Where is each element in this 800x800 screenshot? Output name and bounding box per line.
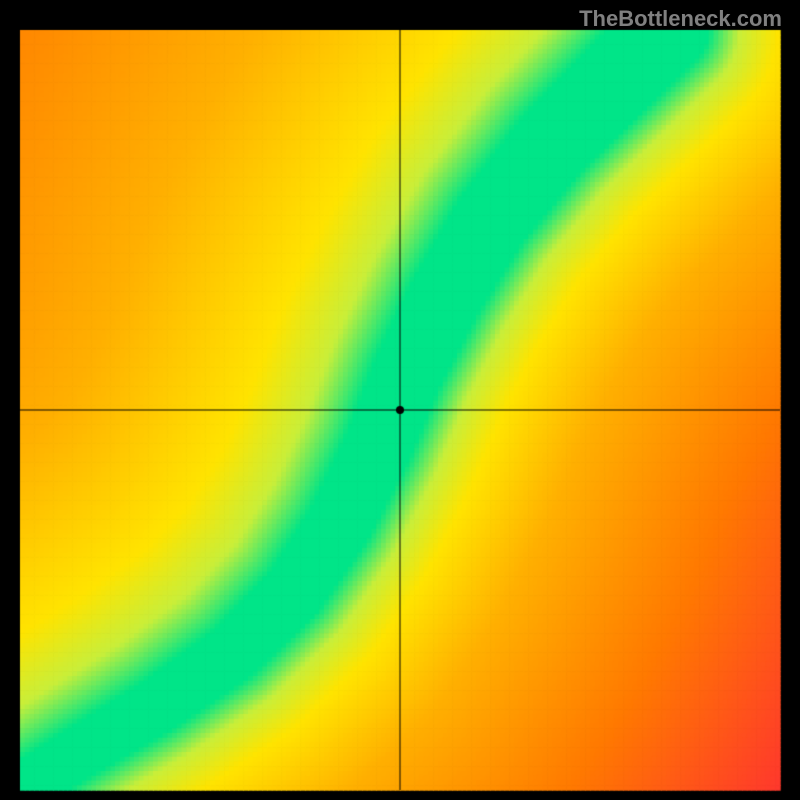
watermark-text: TheBottleneck.com [579,6,782,32]
heatmap-canvas [0,0,800,800]
chart-container: TheBottleneck.com [0,0,800,800]
